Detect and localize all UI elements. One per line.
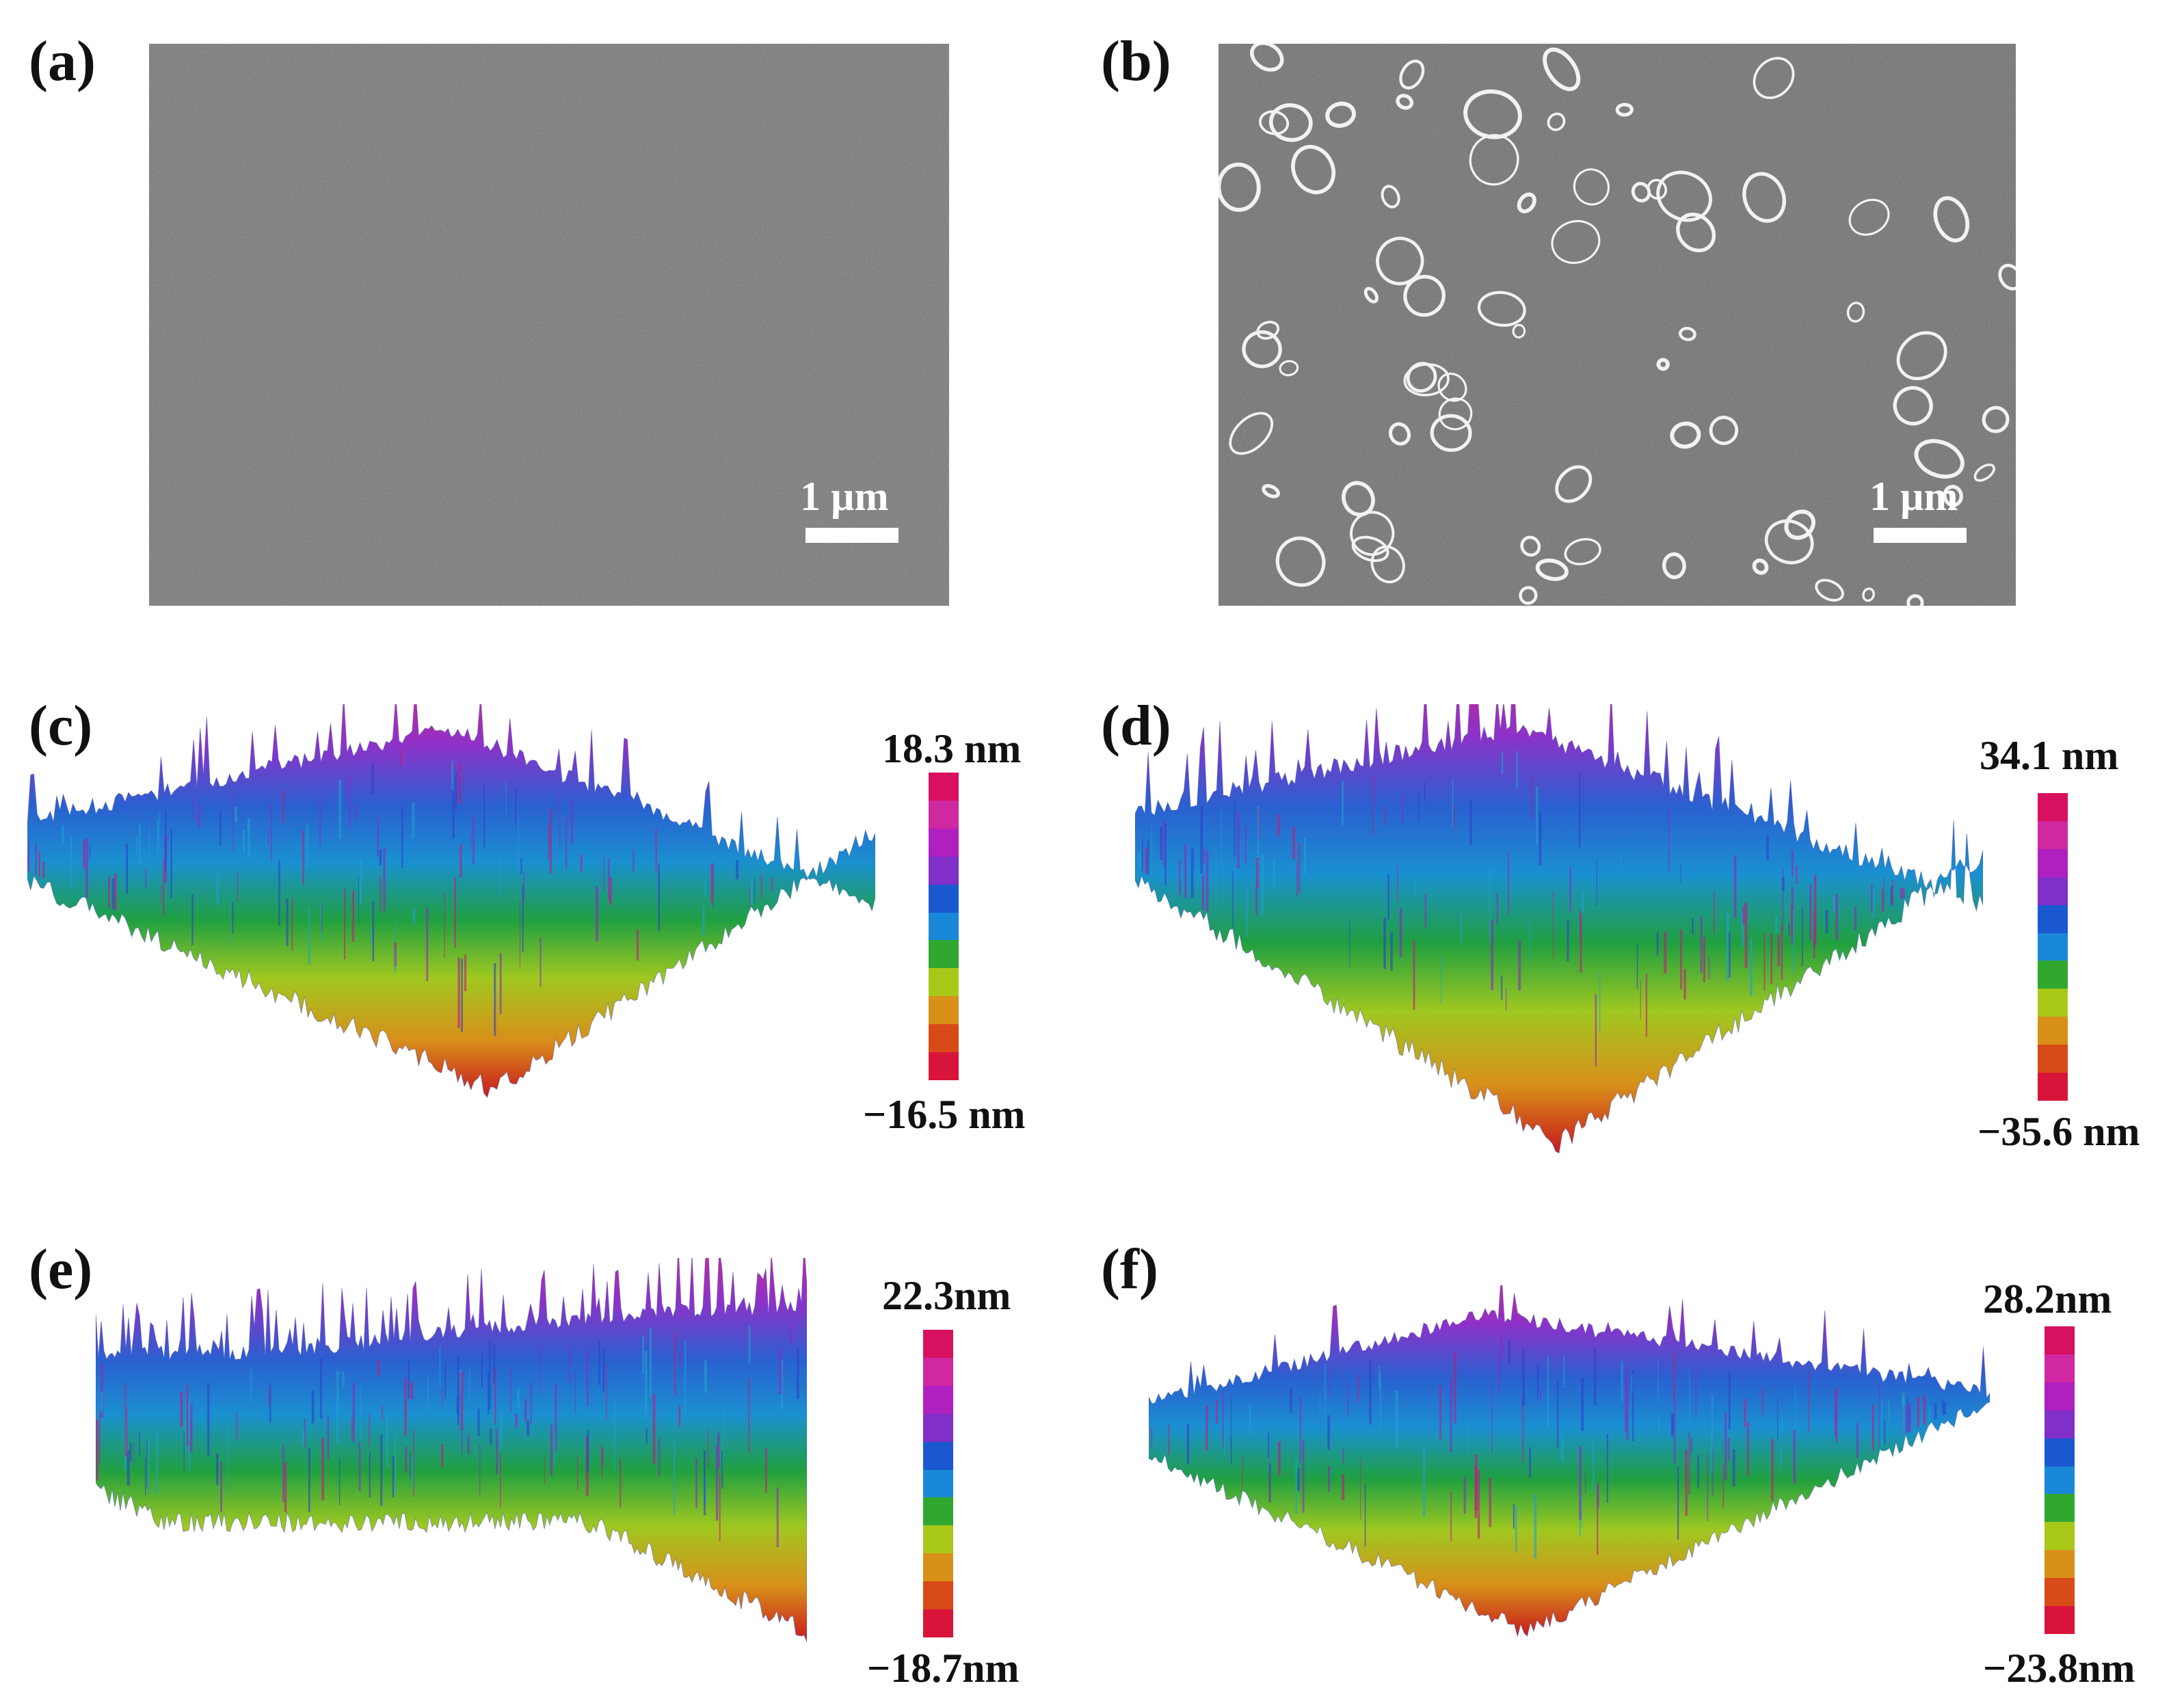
afm-surface-d [1135,704,1983,1154]
colorbar-min-d: −35.6 nm [1977,1109,2140,1154]
colorbar-max-d: 34.1 nm [1980,733,2119,778]
scale-bar-label-b: 1 µm [1869,474,1958,519]
colorbar-max-c: 18.3 nm [882,726,1022,771]
afm-surface-f [1149,1285,1990,1638]
scale-bar-label-a: 1 µm [800,474,889,519]
afm-surface-e [96,1258,807,1642]
scale-bar-a [805,528,898,543]
colorbar-max-f: 28.2nm [1983,1276,2112,1322]
colorbar-max-e: 22.3nm [882,1273,1011,1318]
colorbar-min-c: −16.5 nm [863,1092,1026,1137]
panel-label-a: (a) [29,29,96,93]
colorbar-min-e: −18.7nm [867,1646,1020,1691]
panel-label-d: (d) [1101,694,1171,758]
panel-label-f: (f) [1101,1237,1158,1301]
panel-label-e: (e) [29,1237,93,1301]
sem-image-b: 1 µm [1218,44,2016,606]
colorbar-d [2038,793,2068,1101]
colorbar-c [929,773,959,1080]
colorbar-f [2045,1326,2075,1634]
sem-image-a: 1 µm [149,44,949,606]
afm-surface-c [27,704,875,1099]
colorbar-e [923,1330,953,1637]
panel-label-b: (b) [1101,29,1171,93]
panel-label-c: (c) [29,694,93,758]
colorbar-min-f: −23.8nm [1983,1646,2135,1691]
scale-bar-b [1874,528,1967,543]
